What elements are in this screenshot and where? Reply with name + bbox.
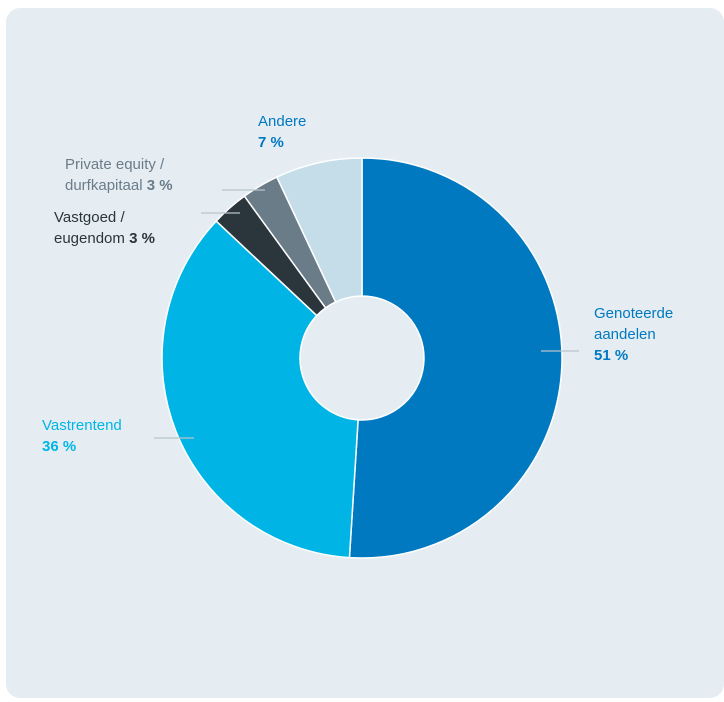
data-label-value: 3 % — [125, 230, 155, 247]
leader-lines-group — [154, 189, 579, 439]
donut-chart: Genoteerde aandelen 51 %Vastrentend 36 %Vas… — [42, 113, 673, 559]
data-label-value: 7 % — [258, 134, 284, 151]
label-line: durfkapitaal — [65, 177, 143, 194]
slice-vastrentend — [161, 220, 359, 559]
data-label-value: 3 % — [143, 177, 173, 194]
slice-genoteerde-aandelen — [348, 157, 563, 559]
label-vastgoed-eugendom: Vastgoed / eugendom 3 % — [54, 209, 155, 247]
labels-group: Genoteerde aandelen 51 %Vastrentend 36 %Vas… — [42, 113, 673, 455]
label-line: Andere — [258, 113, 306, 130]
label-vastrentend: Vastrentend 36 % — [42, 417, 122, 455]
label-line: eugendom — [54, 230, 125, 247]
chart-card: Genoteerde aandelen 51 % Vastrentend 36 % Vas… — [6, 8, 724, 698]
label-line: Vastgoed / — [54, 209, 125, 226]
label-line: Genoteerde — [594, 305, 673, 322]
label-line: Vastrentend — [42, 417, 122, 434]
label-private-equity-durfkapitaal: Private equity / durfkapitaal 3 % — [65, 156, 173, 194]
data-label-value: 51 % — [594, 347, 628, 364]
label-andere: Andere 7 % — [258, 113, 306, 151]
slices-group — [161, 157, 563, 559]
data-label-value: 36 % — [42, 438, 76, 455]
label-line: aandelen — [594, 326, 656, 343]
label-line: Private equity / — [65, 156, 165, 173]
slice-andere — [275, 157, 363, 303]
label-genoteerde-aandelen: Genoteerde aandelen 51 % — [594, 305, 673, 364]
